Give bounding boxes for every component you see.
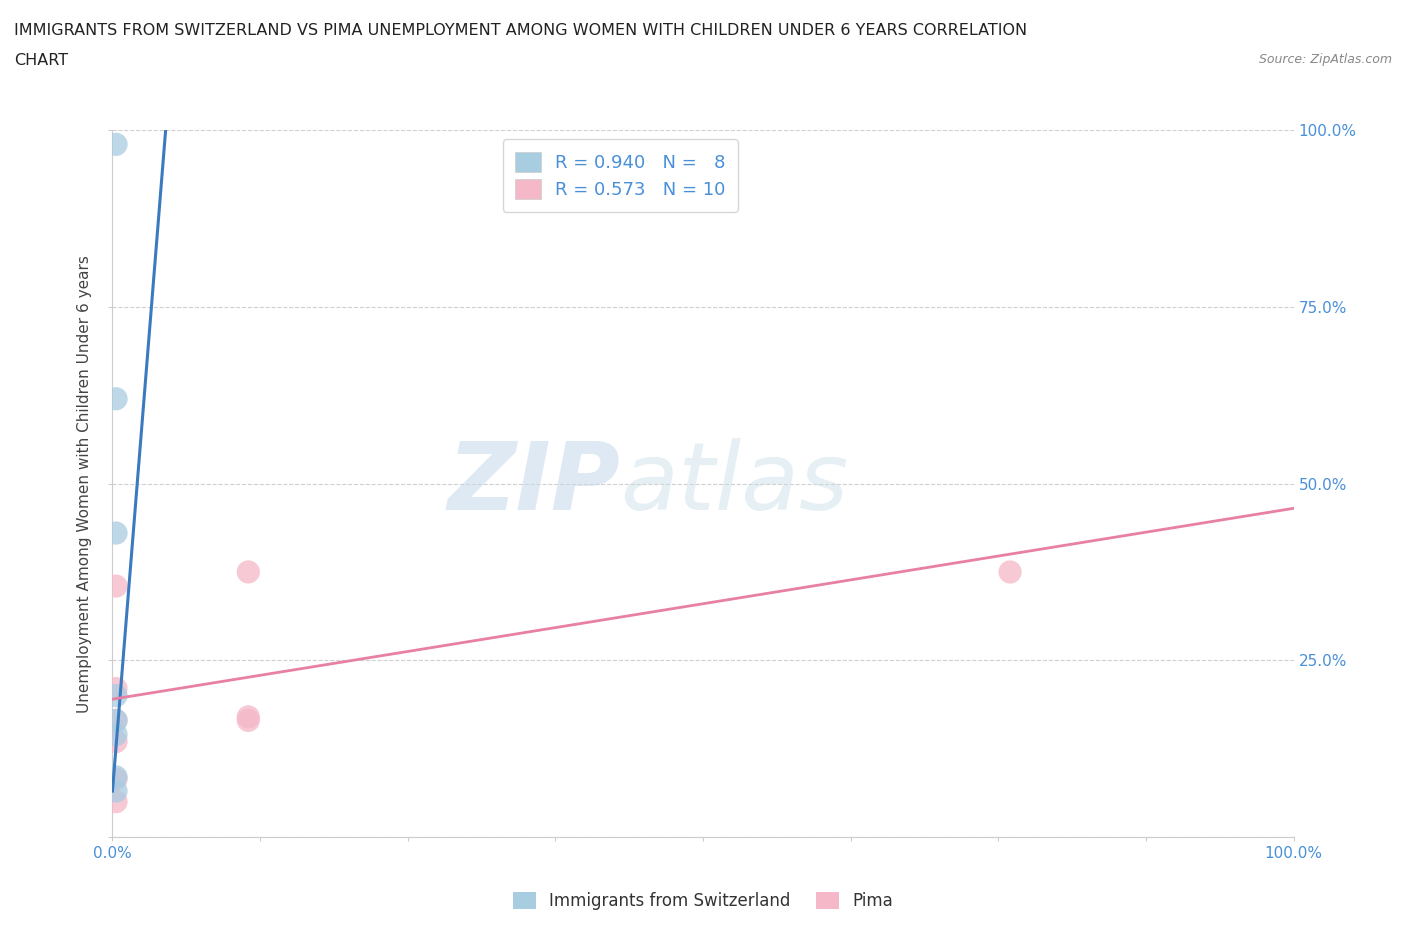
- Point: [105, 578, 128, 593]
- Point: [105, 392, 128, 406]
- Point: [998, 565, 1021, 579]
- Point: [238, 565, 260, 579]
- Point: [105, 713, 128, 728]
- Legend: R = 0.940   N =   8, R = 0.573   N = 10: R = 0.940 N = 8, R = 0.573 N = 10: [502, 140, 738, 211]
- Legend: Immigrants from Switzerland, Pima: Immigrants from Switzerland, Pima: [506, 885, 900, 917]
- Point: [238, 710, 260, 724]
- Point: [105, 525, 128, 540]
- Point: [105, 681, 128, 696]
- Text: IMMIGRANTS FROM SWITZERLAND VS PIMA UNEMPLOYMENT AMONG WOMEN WITH CHILDREN UNDER: IMMIGRANTS FROM SWITZERLAND VS PIMA UNEM…: [14, 23, 1028, 38]
- Point: [105, 727, 128, 742]
- Point: [105, 769, 128, 784]
- Point: [105, 137, 128, 152]
- Text: Source: ZipAtlas.com: Source: ZipAtlas.com: [1258, 53, 1392, 66]
- Text: ZIP: ZIP: [447, 438, 620, 529]
- Point: [105, 794, 128, 809]
- Point: [105, 713, 128, 728]
- Text: CHART: CHART: [14, 53, 67, 68]
- Point: [105, 784, 128, 799]
- Text: atlas: atlas: [620, 438, 849, 529]
- Point: [105, 772, 128, 787]
- Point: [105, 688, 128, 703]
- Y-axis label: Unemployment Among Women with Children Under 6 years: Unemployment Among Women with Children U…: [77, 255, 93, 712]
- Point: [105, 734, 128, 749]
- Point: [238, 713, 260, 728]
